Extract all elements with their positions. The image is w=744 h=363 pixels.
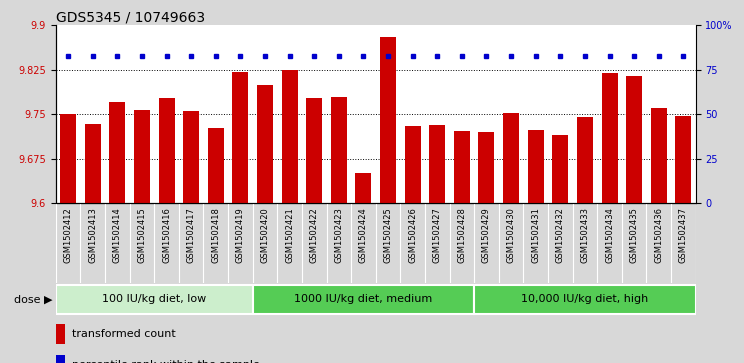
Text: GSM1502436: GSM1502436 (654, 207, 663, 263)
FancyBboxPatch shape (253, 285, 474, 314)
Text: GSM1502417: GSM1502417 (187, 207, 196, 263)
Text: 1000 IU/kg diet, medium: 1000 IU/kg diet, medium (295, 294, 432, 305)
Text: GSM1502427: GSM1502427 (433, 207, 442, 263)
Bar (503, 113, 519, 203)
Text: GSM1502430: GSM1502430 (507, 207, 516, 263)
Text: GSM1502415: GSM1502415 (138, 207, 147, 263)
Text: GSM1502412: GSM1502412 (63, 207, 73, 263)
Text: GSM1502432: GSM1502432 (556, 207, 565, 263)
Bar (454, 131, 470, 203)
Bar (56, 355, 65, 363)
Text: GSM1502437: GSM1502437 (679, 207, 688, 263)
Bar (183, 111, 199, 203)
Text: GSM1502428: GSM1502428 (458, 207, 466, 263)
Bar (577, 117, 593, 203)
Text: GSM1502419: GSM1502419 (236, 207, 245, 263)
Bar (307, 98, 322, 203)
Bar (208, 128, 224, 203)
FancyBboxPatch shape (474, 285, 696, 314)
Text: GSM1502431: GSM1502431 (531, 207, 540, 263)
Text: GSM1502425: GSM1502425 (383, 207, 393, 263)
Bar (380, 37, 396, 203)
Text: GSM1502429: GSM1502429 (482, 207, 491, 263)
Text: GSM1502413: GSM1502413 (89, 207, 97, 263)
Bar (85, 125, 100, 203)
Text: transformed count: transformed count (71, 329, 176, 339)
Text: GSM1502420: GSM1502420 (260, 207, 269, 263)
Text: GSM1502423: GSM1502423 (334, 207, 343, 263)
Text: percentile rank within the sample: percentile rank within the sample (71, 360, 260, 363)
Bar (134, 110, 150, 203)
Bar (331, 97, 347, 203)
Text: GDS5345 / 10749663: GDS5345 / 10749663 (56, 10, 205, 24)
Text: GSM1502421: GSM1502421 (285, 207, 294, 263)
Bar (552, 135, 568, 203)
Bar (232, 72, 248, 203)
FancyBboxPatch shape (56, 285, 253, 314)
Bar (60, 114, 76, 203)
Bar (601, 73, 618, 203)
Text: 10,000 IU/kg diet, high: 10,000 IU/kg diet, high (522, 294, 649, 305)
Text: GSM1502418: GSM1502418 (211, 207, 220, 263)
Bar (626, 76, 642, 203)
Bar (676, 115, 691, 203)
Bar (356, 173, 371, 203)
Text: GSM1502433: GSM1502433 (580, 207, 589, 263)
Bar (651, 109, 667, 203)
Text: GSM1502424: GSM1502424 (359, 207, 368, 263)
Bar (56, 325, 65, 344)
Text: 100 IU/kg diet, low: 100 IU/kg diet, low (102, 294, 206, 305)
Bar (109, 102, 125, 203)
Bar (257, 85, 273, 203)
Text: dose ▶: dose ▶ (13, 294, 52, 305)
Bar (158, 98, 175, 203)
Text: GSM1502434: GSM1502434 (605, 207, 614, 263)
Bar (405, 126, 420, 203)
Bar (429, 125, 445, 203)
Text: GSM1502422: GSM1502422 (310, 207, 318, 263)
Bar (281, 70, 298, 203)
Bar (527, 130, 544, 203)
Text: GSM1502435: GSM1502435 (629, 207, 638, 263)
Bar (478, 132, 495, 203)
Text: GSM1502426: GSM1502426 (408, 207, 417, 263)
Text: GSM1502414: GSM1502414 (113, 207, 122, 263)
Text: GSM1502416: GSM1502416 (162, 207, 171, 263)
